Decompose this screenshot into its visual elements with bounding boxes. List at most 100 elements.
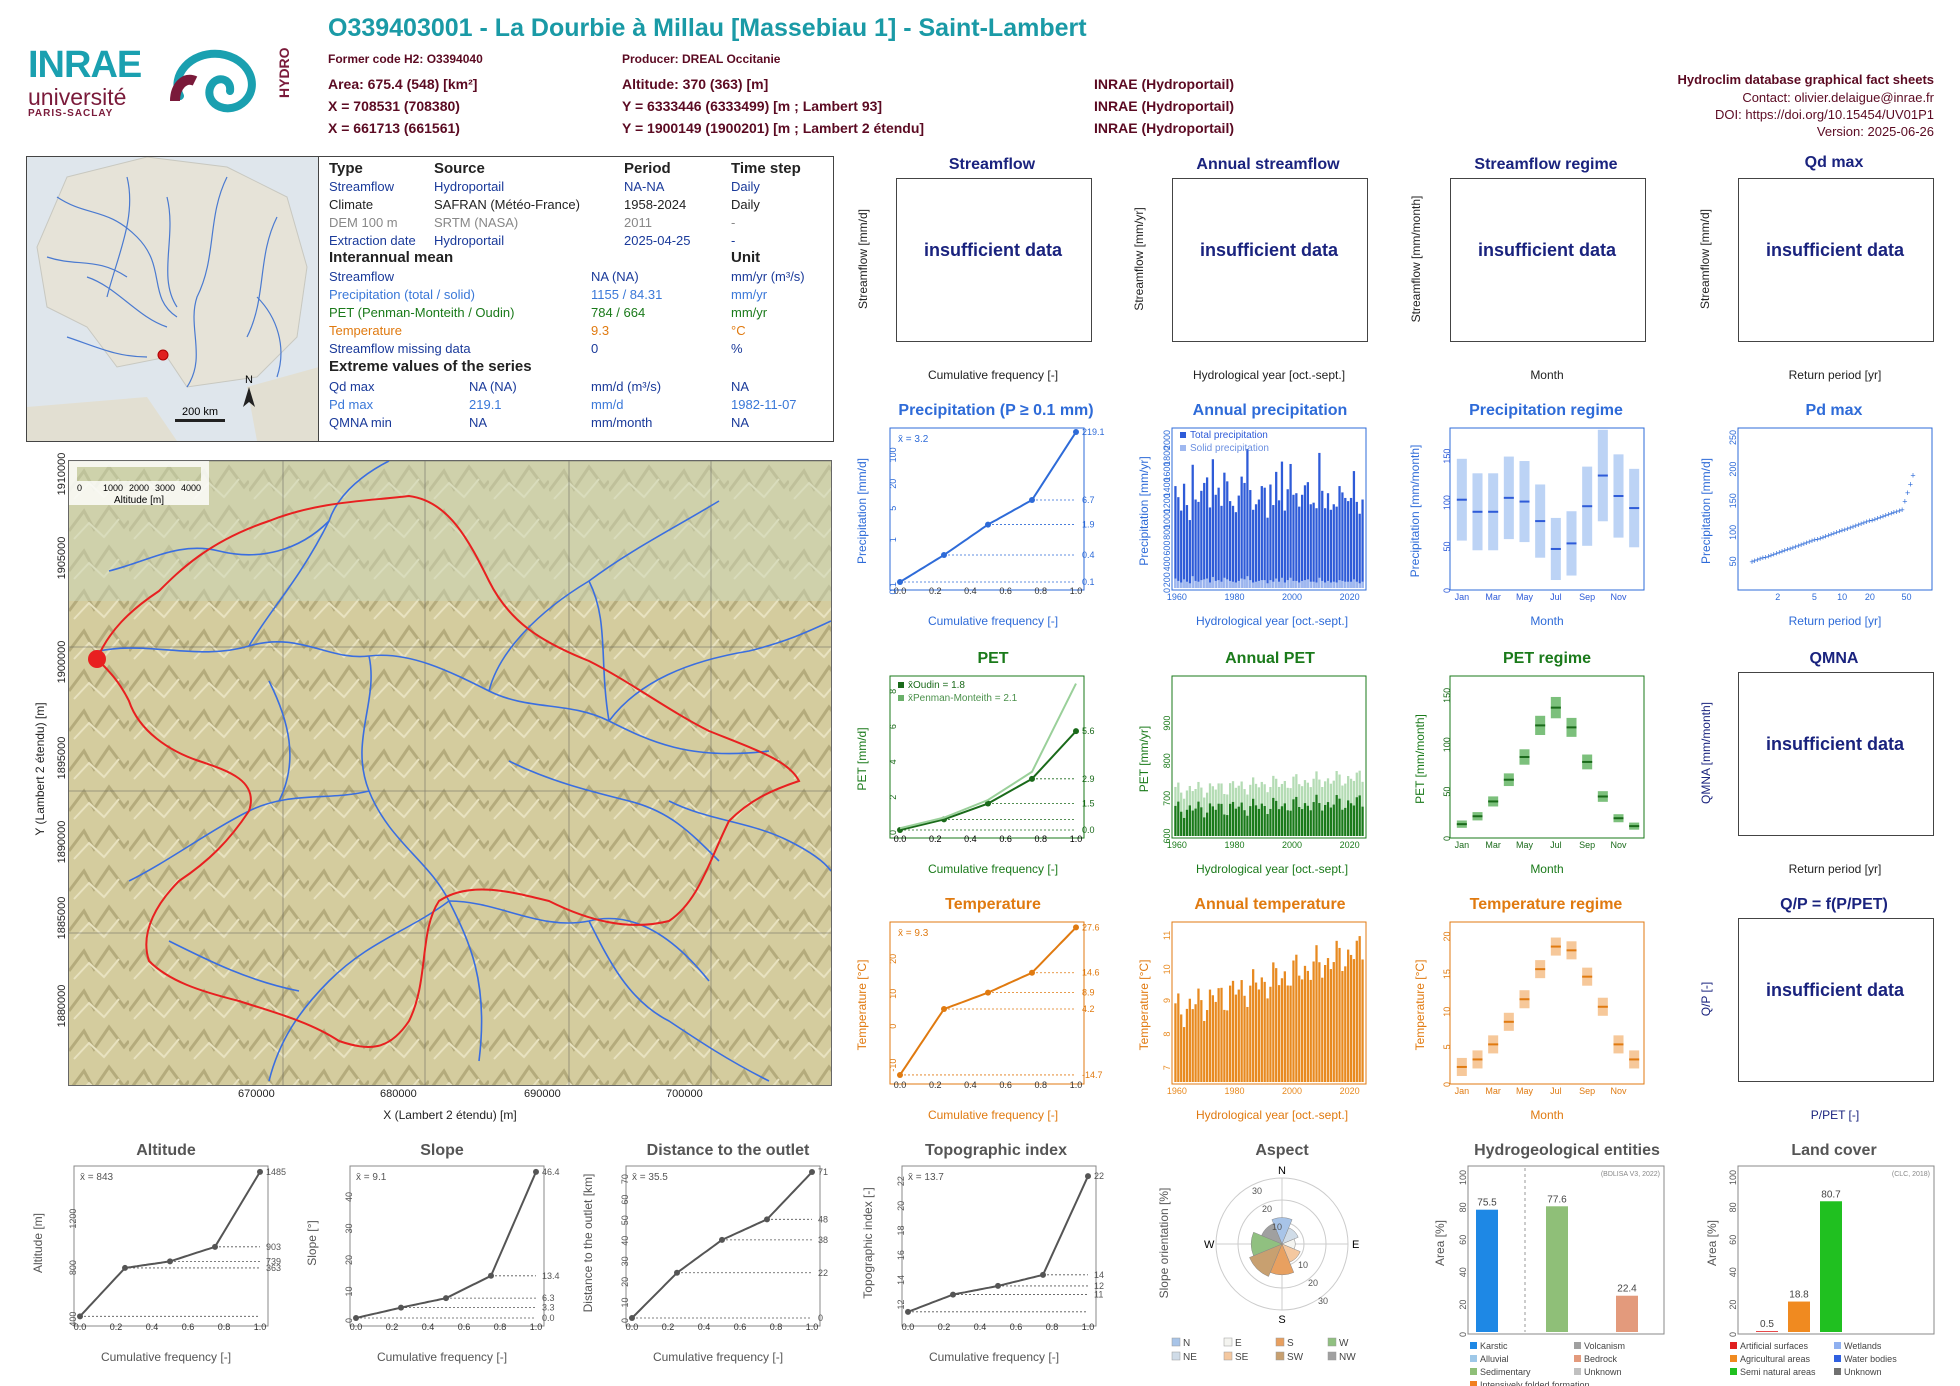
legend-label: Unknown <box>1844 1367 1882 1377</box>
y-tick-label: 1 <box>888 537 898 542</box>
table-header-period: Period <box>624 160 671 177</box>
quantile-point <box>1073 924 1079 931</box>
qp-title: Q/P = f(P/PET) <box>1780 896 1888 913</box>
solid-precip-bar <box>1300 580 1304 588</box>
annual-bar <box>1180 811 1183 836</box>
solid-precip-bar <box>1286 580 1289 588</box>
annual-bar <box>1214 1001 1217 1082</box>
station-location-marker <box>157 349 169 361</box>
annual-bar <box>1249 806 1252 836</box>
solid-precip-bar <box>1332 581 1335 588</box>
annual-bar <box>1275 800 1278 836</box>
solid-precip-bar <box>1174 578 1177 588</box>
y-tick-label: -10 <box>888 1059 898 1072</box>
catchment-map: 0 1000 2000 3000 4000 Altitude [m] <box>68 460 832 1086</box>
right-value-label: 6.3 <box>542 1293 555 1303</box>
pd-max-point: + <box>1771 549 1776 559</box>
y-tick-label: 10 <box>344 1287 354 1297</box>
annual-precip-bar <box>1352 471 1356 588</box>
table-header-source: Source <box>434 160 485 177</box>
x-tick-label: 0.4 <box>422 1322 435 1332</box>
legend-solid: Solid precipitation <box>1190 443 1269 454</box>
y-tick-label: 0.1 <box>888 582 898 595</box>
right-value-label: 8.9 <box>1082 988 1095 998</box>
right-value-label: 1485 <box>266 1167 286 1177</box>
table-cell: 1958-2024 <box>624 197 687 212</box>
aspect-sector <box>1261 1223 1283 1245</box>
annual-bar <box>1349 803 1353 836</box>
solid-precip-bar <box>1361 581 1364 588</box>
landcover-note: (CLC, 2018) <box>1892 1171 1930 1178</box>
legend-label: Alluvial <box>1480 1354 1509 1364</box>
annual-precip-bar <box>1182 483 1186 588</box>
legend-swatch <box>1574 1368 1581 1375</box>
y-tick-label: 1800 <box>1162 446 1172 466</box>
y-tick-label: 20 <box>888 954 898 964</box>
table-cell: % <box>731 341 743 356</box>
aspect-legend-label: W <box>1339 1338 1349 1349</box>
right-value-label: 46.4 <box>542 1167 560 1177</box>
legend-label: Sedimentary <box>1480 1367 1531 1377</box>
legend-label: Volcanism <box>1584 1341 1625 1351</box>
annual-streamflow-plot <box>1172 178 1368 342</box>
solid-precip-bar <box>1223 577 1226 588</box>
producer: Producer: DREAL Occitanie <box>622 52 781 66</box>
legend-swatch <box>1574 1355 1581 1362</box>
altitude-ylabel: Altitude [m] <box>31 1212 45 1274</box>
annual-precip-bar <box>1208 507 1212 588</box>
legend-label: Bedrock <box>1584 1354 1618 1364</box>
map-xtick: 690000 <box>524 1088 561 1100</box>
solid-precip-bar <box>1349 581 1353 588</box>
bar-value-label: 0.5 <box>1760 1319 1774 1330</box>
pd-max-point: + <box>1899 505 1904 515</box>
annual-bar <box>1263 981 1266 1082</box>
legend-label: Intensively folded formation <box>1480 1380 1590 1386</box>
pd-max-chart: ++++++++++++++++++++++++++++++++++++++++… <box>1728 427 1933 602</box>
solid-precip-bar <box>1335 582 1338 588</box>
annual-precip-bar <box>1341 492 1344 588</box>
annual-temp-chart: 1960 1980 2000 2020 7 8 9 10 11 <box>1162 921 1367 1096</box>
x-tick-label: 2020 <box>1340 1086 1360 1096</box>
hydrogeo-ylabel: Area [%] <box>1433 1219 1447 1267</box>
solid-precip-bar <box>1177 580 1180 588</box>
legend-label: Karstic <box>1480 1341 1508 1351</box>
annual-bar <box>1217 803 1220 836</box>
map-ytick: 1900000 <box>56 640 68 684</box>
x-lambert2: X = 661713 (661561) <box>328 120 460 136</box>
annual-bar <box>1277 809 1281 836</box>
pd-max-point: + <box>1905 488 1910 498</box>
x-tick-label: 1960 <box>1167 840 1187 850</box>
right-value-label: 0.1 <box>1082 577 1095 587</box>
solid-precip-bar <box>1275 578 1278 588</box>
solid-precip-bar <box>1315 582 1318 588</box>
right-value-label: 4.2 <box>1082 1004 1095 1014</box>
scale-bar-label: 200 km <box>182 406 218 418</box>
y-tick-label: 20 <box>888 479 898 489</box>
annual-precip-bar <box>1358 513 1361 588</box>
annual-precip-bar <box>1263 487 1266 588</box>
legend-label: Agricultural areas <box>1740 1354 1811 1364</box>
pd-max-point: + <box>1891 508 1896 518</box>
solid-precip-bar <box>1237 580 1240 588</box>
pet-regime-xlabel: Month <box>1530 862 1564 876</box>
annual-bar <box>1295 954 1298 1082</box>
aspect-legend-swatch <box>1171 1337 1181 1347</box>
annual-bar <box>1177 993 1180 1082</box>
annual-precip-bar <box>1197 501 1200 588</box>
topo-ylabel: Topographic index [-] <box>861 1187 875 1299</box>
annual-precip-bar <box>1321 490 1324 588</box>
x-tick-label: 2 <box>1775 592 1780 602</box>
x-tick-label: 0.6 <box>458 1322 471 1332</box>
pet-regime-chart: Jan Mar May Jul Sep Nov 0 50 100 150 <box>1442 675 1645 850</box>
annual-precip-bar <box>1220 505 1223 588</box>
streamflow-plot <box>896 178 1092 342</box>
precip-ylabel: Precipitation [mm/d] <box>855 457 869 565</box>
annual-precip-bar <box>1234 512 1238 588</box>
x-tick-label: 1.0 <box>1070 1080 1083 1090</box>
annual-precip-bar <box>1283 510 1286 588</box>
north-label: N <box>245 374 253 386</box>
table-cell: 9.3 <box>591 323 610 338</box>
annual-bar <box>1298 806 1301 836</box>
annual-precip-bar <box>1280 461 1284 588</box>
annual-precip-bar <box>1272 505 1275 588</box>
